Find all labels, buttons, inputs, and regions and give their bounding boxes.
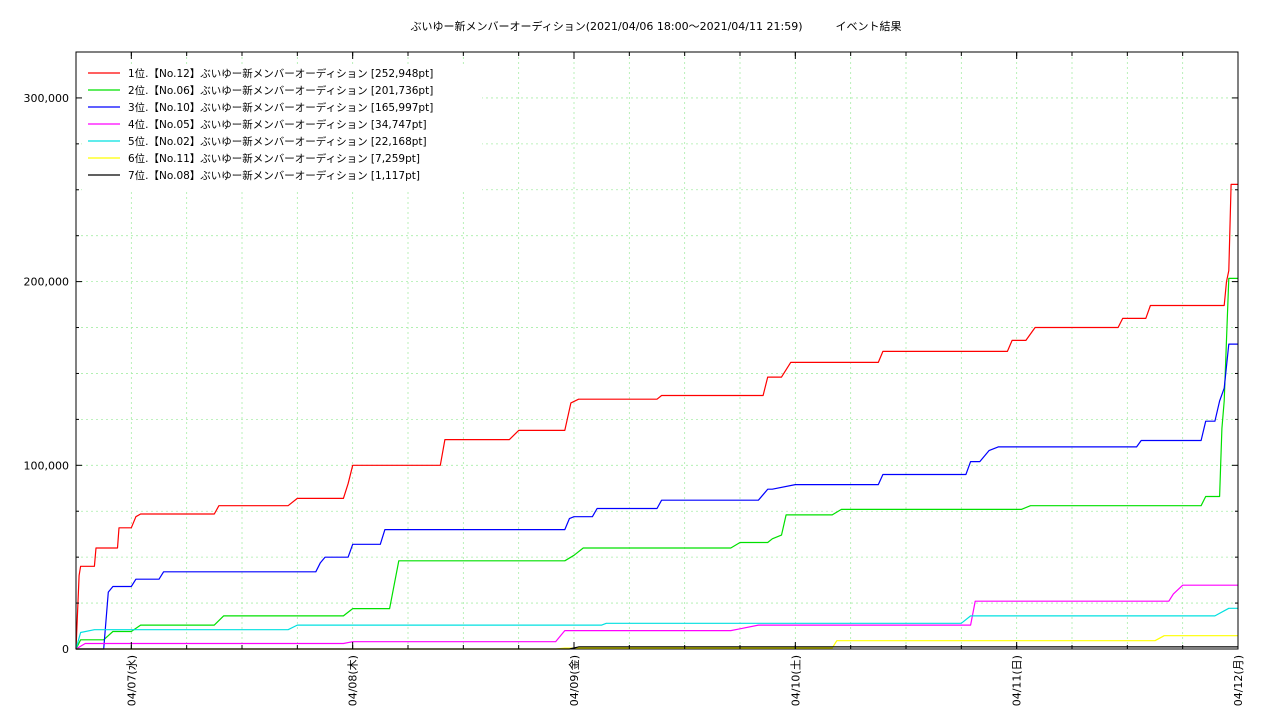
legend-entry: 5位.【No.02】ぶいゆー新メンバーオーディション [22,168pt] <box>128 135 427 148</box>
legend-entry: 6位.【No.11】ぶいゆー新メンバーオーディション [7,259pt] <box>128 152 420 165</box>
y-tick-label: 0 <box>62 643 69 656</box>
y-tick-label: 300,000 <box>24 92 70 105</box>
legend-entry: 3位.【No.10】ぶいゆー新メンバーオーディション [165,997pt] <box>128 101 433 114</box>
legend-entry: 4位.【No.05】ぶいゆー新メンバーオーディション [34,747pt] <box>128 118 427 131</box>
legend: 1位.【No.12】ぶいゆー新メンバーオーディション [252,948pt] 2位… <box>82 65 482 192</box>
x-tick-label: 04/11(日) <box>1011 655 1024 706</box>
series-line-5 <box>75 607 1238 650</box>
plot-frame <box>75 51 1239 650</box>
series-line-4 <box>75 584 1238 650</box>
x-tick-label: 04/08(木) <box>347 655 360 706</box>
legend-entry: 7位.【No.08】ぶいゆー新メンバーオーディション [1,117pt] <box>128 169 420 182</box>
legend-background <box>82 65 482 192</box>
series-line-3 <box>76 343 1238 650</box>
axes: 0 100,000 200,000 300,000 04/07(水) 04/08(木) 04… <box>24 51 1245 706</box>
x-tick-label: 04/12(月) <box>1232 655 1245 706</box>
series-line-2 <box>75 277 1238 650</box>
grid <box>76 52 1238 649</box>
y-tick-label: 100,000 <box>24 459 70 472</box>
series-line-1 <box>75 183 1238 650</box>
legend-entry: 1位.【No.12】ぶいゆー新メンバーオーディション [252,948pt] <box>128 67 433 80</box>
y-tick-label: 200,000 <box>24 276 70 289</box>
x-tick-label: 04/09(金) <box>567 655 581 706</box>
x-tick-label: 04/10(土) <box>789 655 802 706</box>
x-tick-label: 04/07(水) <box>125 655 138 706</box>
chart-title: ぶいゆー新メンバーオーディション(2021/04/06 18:00～2021/0… <box>410 19 901 33</box>
series-layer <box>75 183 1238 650</box>
legend-entry: 2位.【No.06】ぶいゆー新メンバーオーディション [201,736pt] <box>128 84 433 97</box>
